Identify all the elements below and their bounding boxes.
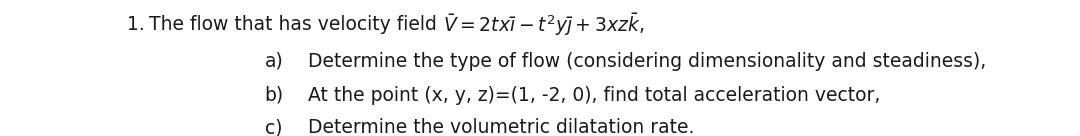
Text: The flow that has velocity field: The flow that has velocity field [149, 15, 443, 34]
Text: c): c) [265, 118, 282, 136]
Text: Determine the type of flow (considering dimensionality and steadiness),: Determine the type of flow (considering … [308, 52, 986, 71]
Text: b): b) [265, 86, 284, 105]
Text: $\bar{V} = 2tx\bar{\imath} - t^2y\bar{\jmath} + 3xz\bar{k},$: $\bar{V} = 2tx\bar{\imath} - t^2y\bar{\j… [443, 11, 644, 38]
Text: At the point (x, y, z)=(1, -2, 0), find total acceleration vector,: At the point (x, y, z)=(1, -2, 0), find … [308, 86, 880, 105]
Text: a): a) [265, 52, 283, 71]
Text: Determine the volumetric dilatation rate.: Determine the volumetric dilatation rate… [308, 118, 694, 136]
Text: 1.: 1. [127, 15, 145, 34]
